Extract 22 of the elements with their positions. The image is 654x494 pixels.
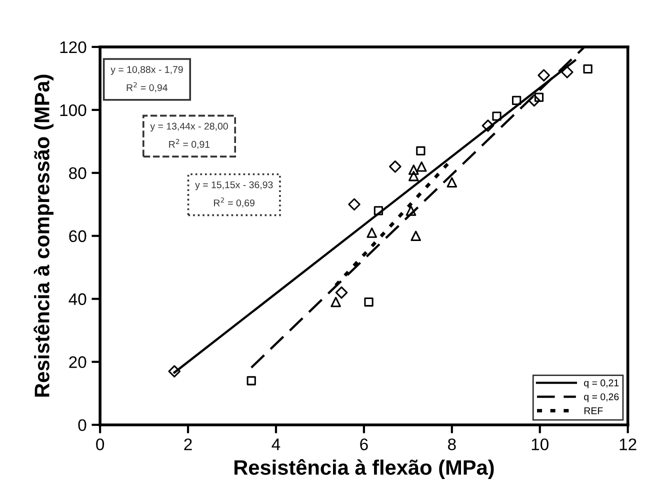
y-tick-label: 120 bbox=[60, 41, 86, 54]
x-tick-label: 2 bbox=[184, 438, 192, 450]
annotation: y = 10,88x - 1,79 R$^{2}$ = 0,94 bbox=[110, 66, 183, 92]
x-tick-label: 10 bbox=[532, 438, 548, 450]
y-tick-label: 100 bbox=[60, 104, 86, 116]
x-tick-label: 8 bbox=[448, 438, 456, 450]
x-tick-label: 6 bbox=[360, 438, 368, 450]
y-tick-label: 40 bbox=[68, 293, 86, 306]
y-tick-label: 0 bbox=[78, 419, 86, 432]
y-tick-label: 60 bbox=[69, 230, 86, 242]
legend-label: q = 0,26 bbox=[584, 393, 619, 402]
annotation: y = 15,15x - 36,93 R$^{2}$ = 0,69 bbox=[195, 181, 273, 208]
legend-label: q = 0,21 bbox=[584, 379, 619, 388]
y-tick-label: 80 bbox=[69, 167, 86, 180]
y-tick-label: 20 bbox=[69, 356, 86, 368]
x-tick-label: 0 bbox=[96, 438, 104, 450]
legend-label: REF bbox=[584, 407, 603, 414]
annotation: y = 13,44x - 28,00 R$^{2}$ = 0,91 bbox=[150, 122, 228, 149]
x-tick-label: 12 bbox=[620, 438, 636, 450]
y-axis-title: Resistência à compressão (MPa) bbox=[34, 74, 54, 397]
x-axis-title: Resistência à flexão (MPa) bbox=[234, 459, 494, 480]
x-tick-label: 4 bbox=[272, 438, 280, 450]
